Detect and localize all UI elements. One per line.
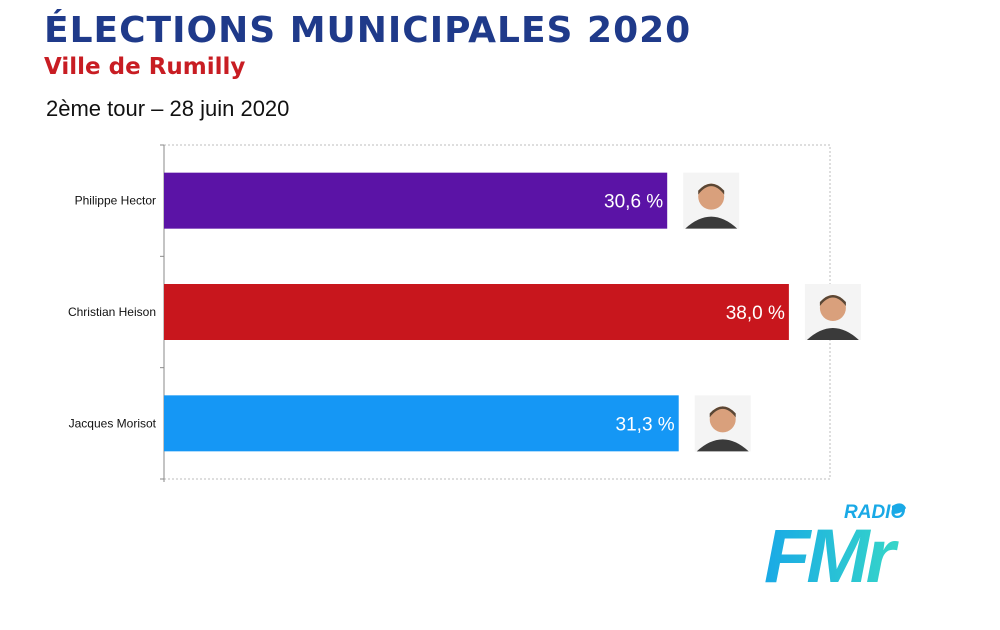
page-subtitle: Ville de Rumilly [44,54,246,80]
bar-2 [164,284,789,340]
bar-3 [164,395,679,452]
category-label: Christian Heison [68,305,156,319]
bar-1 [164,172,668,229]
election-round-date: 2ème tour – 28 juin 2020 [46,96,290,121]
candidate-photo-icon [683,172,740,229]
candidate-photo-icon [694,395,751,452]
logo-radio-text: RADIO [844,502,905,523]
value-label: 30,6 % [604,192,663,213]
page-title: ÉLECTIONS MUNICIPALES 2020 [44,10,692,51]
category-label: Jacques Morisot [69,416,157,430]
category-label: Philippe Hector [75,194,156,208]
value-label: 38,0 % [726,303,785,324]
value-label: 31,3 % [616,414,675,435]
radio-fmr-logo: RADIO FMr [764,502,906,590]
candidate-photo-icon [804,284,861,340]
logo-fmr-text: FMr [764,514,900,590]
